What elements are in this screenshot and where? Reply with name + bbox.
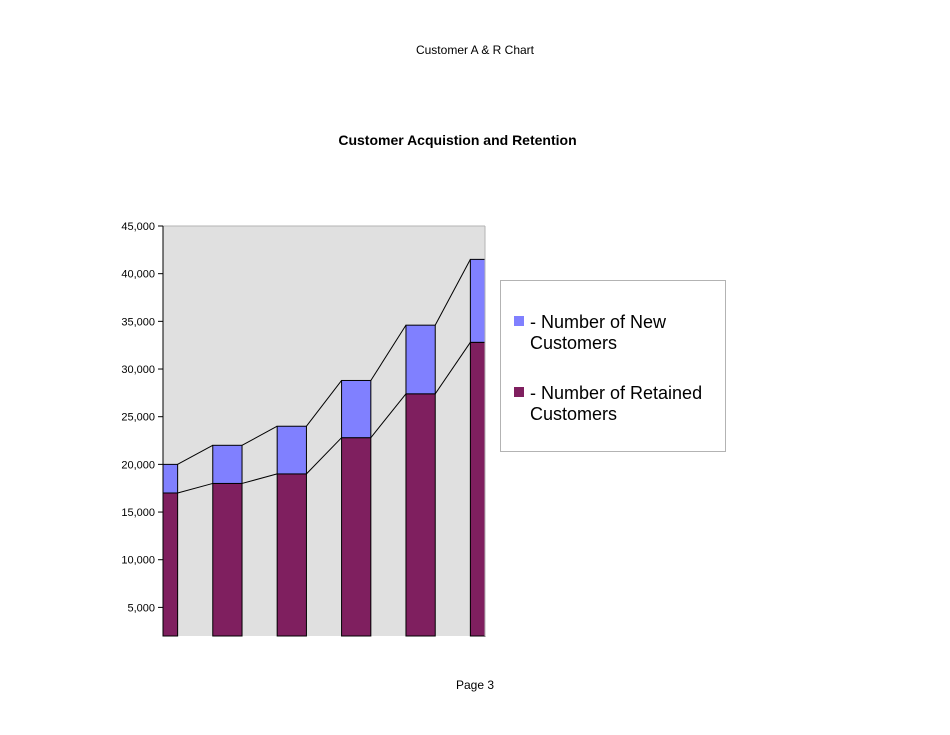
series-line-retained xyxy=(370,393,407,438)
legend-item-retained-customers: - Number of Retained Customers xyxy=(514,383,720,425)
bar-retained-customers xyxy=(212,482,243,637)
legend-swatch-new-customers xyxy=(514,316,524,326)
y-tick-label: 30,000 xyxy=(121,364,155,376)
bar-retained-customers xyxy=(162,492,179,637)
series-line-retained xyxy=(177,482,213,494)
plot-area xyxy=(163,226,485,636)
bar-retained-customers xyxy=(405,393,436,637)
legend-label-retained-customers: - Number of Retained Customers xyxy=(530,383,703,424)
page-footer: Page 3 xyxy=(455,678,495,692)
bar-new-customers xyxy=(276,425,307,475)
bar-retained-customers xyxy=(341,437,372,637)
y-tick-label: 35,000 xyxy=(121,316,155,328)
bar-retained-customers xyxy=(276,473,307,637)
y-tick-label: 10,000 xyxy=(121,555,155,567)
series-line-retained xyxy=(241,473,278,484)
bar-new-customers xyxy=(212,444,243,484)
bar-new-customers xyxy=(405,324,436,395)
page-header: Customer A & R Chart xyxy=(415,43,535,57)
y-tick-label: 45,000 xyxy=(121,221,155,233)
chart-title: Customer Acquistion and Retention xyxy=(338,132,577,148)
legend-label-new-customers: - Number of New Customers xyxy=(530,312,667,353)
legend-swatch-retained-customers xyxy=(514,387,524,397)
y-tick-label: 40,000 xyxy=(121,269,155,281)
y-tick-label: 20,000 xyxy=(121,459,155,471)
legend-item-new-customers: - Number of New Customers xyxy=(514,312,720,354)
series-line-retained xyxy=(434,342,471,395)
y-tick-label: 25,000 xyxy=(121,412,155,424)
bar-new-customers xyxy=(341,379,372,439)
chart-legend: - Number of New Customers - Number of Re… xyxy=(500,280,726,452)
series-line-total xyxy=(370,324,407,381)
y-tick-label: 5,000 xyxy=(127,602,155,614)
series-line-total xyxy=(241,425,278,446)
series-line-total xyxy=(434,259,471,326)
series-line-retained xyxy=(306,437,342,475)
series-line-total xyxy=(306,380,342,427)
bar-retained-customers xyxy=(469,341,486,637)
bar-new-customers xyxy=(162,463,179,494)
y-tick-label: 15,000 xyxy=(121,507,155,519)
series-line-total xyxy=(177,444,214,465)
bar-new-customers xyxy=(469,258,486,343)
